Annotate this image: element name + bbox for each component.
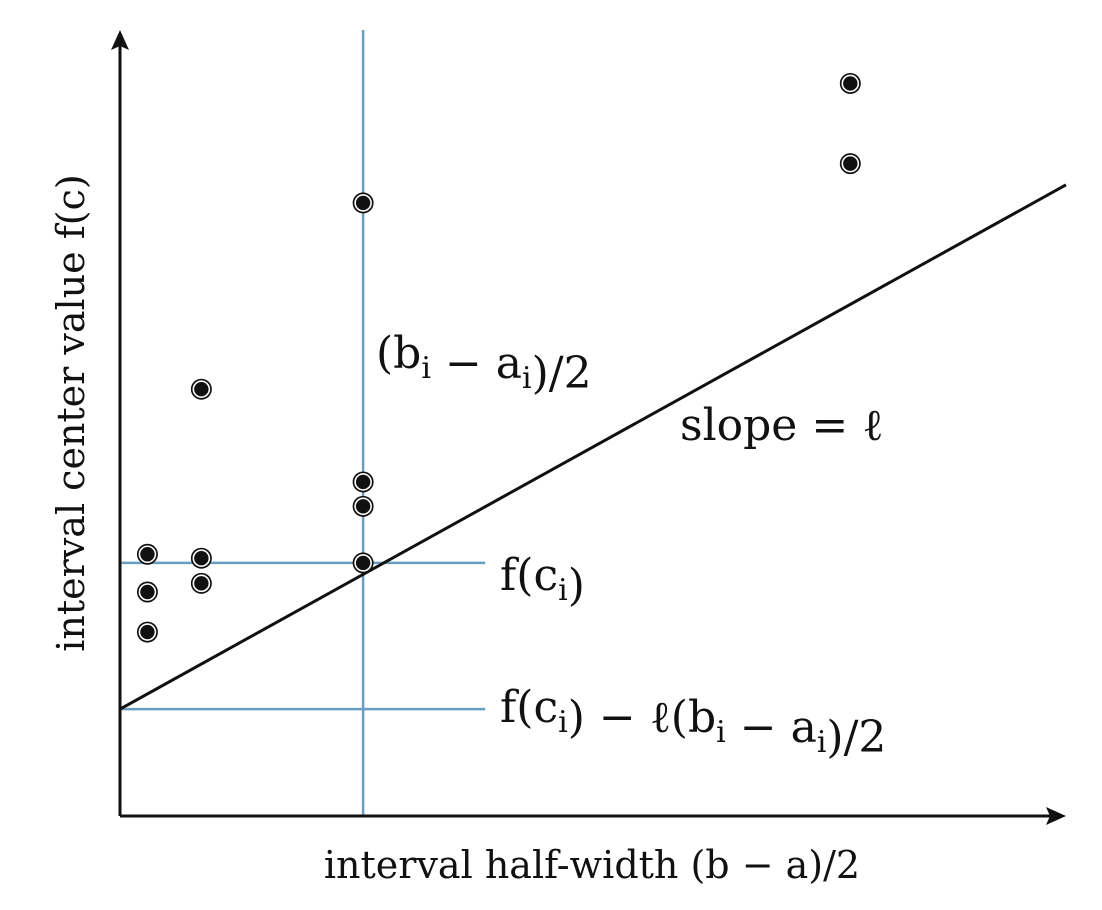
data-point <box>190 572 212 594</box>
data-point <box>352 471 374 493</box>
axes <box>111 30 1066 825</box>
slope-label: slope = ℓ <box>680 400 883 451</box>
data-point <box>352 552 374 574</box>
data-point <box>136 581 158 603</box>
data-point-ring <box>138 545 157 564</box>
lower-bound-label: f(ci) − ℓ(bi − ai)/2 <box>500 682 886 763</box>
data-point-ring <box>354 473 372 491</box>
data-point-ring <box>192 549 211 567</box>
data-point-ring <box>354 194 372 212</box>
annotation-labels: (bi − ai)/2 slope = ℓ f(ci) f(ci) − ℓ(bi − … <box>376 328 886 763</box>
slope-line <box>119 183 1067 711</box>
data-point-ring <box>138 583 157 601</box>
fci-label: f(ci) <box>500 550 585 611</box>
slope-line-group <box>119 183 1067 711</box>
data-point <box>136 543 158 565</box>
width-label: (bi − ai)/2 <box>376 328 592 399</box>
y-axis-arrowhead <box>111 30 129 50</box>
data-point-ring <box>192 574 211 593</box>
data-point <box>190 547 212 569</box>
data-point <box>136 621 158 643</box>
data-point-ring <box>138 623 157 641</box>
data-point-ring <box>841 74 860 93</box>
data-point-ring <box>354 497 372 516</box>
data-point <box>839 72 861 94</box>
data-point <box>352 192 374 214</box>
data-point <box>839 153 861 175</box>
data-points <box>136 72 861 643</box>
data-point-ring <box>192 380 211 399</box>
data-point-ring <box>841 154 860 173</box>
data-point <box>352 495 374 517</box>
x-axis-title: interval half-width (b − a)/2 <box>324 843 860 887</box>
guide-lines <box>120 30 486 816</box>
x-axis-arrowhead <box>1046 807 1066 825</box>
data-point-ring <box>354 554 372 572</box>
y-axis-title: interval center value f(c) <box>49 174 93 651</box>
data-point <box>190 378 212 400</box>
